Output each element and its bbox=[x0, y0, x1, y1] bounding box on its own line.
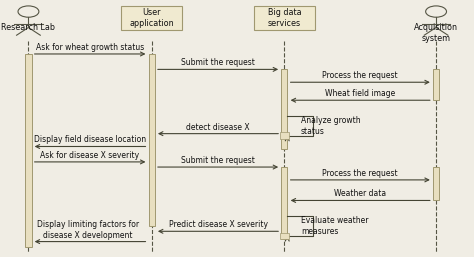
Bar bbox=[433, 167, 439, 200]
Text: Submit the request: Submit the request bbox=[181, 156, 255, 165]
Bar bbox=[254, 6, 315, 30]
Text: Predict disease X severity: Predict disease X severity bbox=[169, 220, 267, 229]
Text: Display field disease location: Display field disease location bbox=[34, 135, 146, 144]
Text: Wheat field image: Wheat field image bbox=[325, 89, 395, 98]
Bar bbox=[282, 69, 287, 149]
Text: Acquisition
system: Acquisition system bbox=[414, 23, 458, 42]
Text: Submit the request: Submit the request bbox=[181, 58, 255, 67]
Text: Weather data: Weather data bbox=[334, 189, 386, 198]
Text: Display limiting factors for
disease X development: Display limiting factors for disease X d… bbox=[36, 220, 139, 240]
Text: Ask for wheat growth status: Ask for wheat growth status bbox=[36, 43, 144, 52]
Text: Process the request: Process the request bbox=[322, 169, 398, 178]
Bar bbox=[280, 233, 289, 239]
Bar bbox=[121, 6, 182, 30]
Bar bbox=[433, 69, 439, 100]
Text: Evaluate weather
measures: Evaluate weather measures bbox=[301, 216, 368, 236]
Text: Research Lab: Research Lab bbox=[1, 23, 55, 32]
Bar bbox=[280, 132, 289, 139]
Text: Process the request: Process the request bbox=[322, 71, 398, 80]
Text: detect disease X: detect disease X bbox=[186, 123, 250, 132]
Bar bbox=[282, 167, 287, 239]
Bar bbox=[25, 54, 31, 247]
Text: Big data
services: Big data services bbox=[268, 8, 301, 28]
Bar bbox=[148, 54, 155, 226]
Text: User
application: User application bbox=[129, 8, 174, 28]
Text: Ask for disease X severity: Ask for disease X severity bbox=[40, 151, 140, 160]
Text: Analyze growth
status: Analyze growth status bbox=[301, 116, 361, 136]
